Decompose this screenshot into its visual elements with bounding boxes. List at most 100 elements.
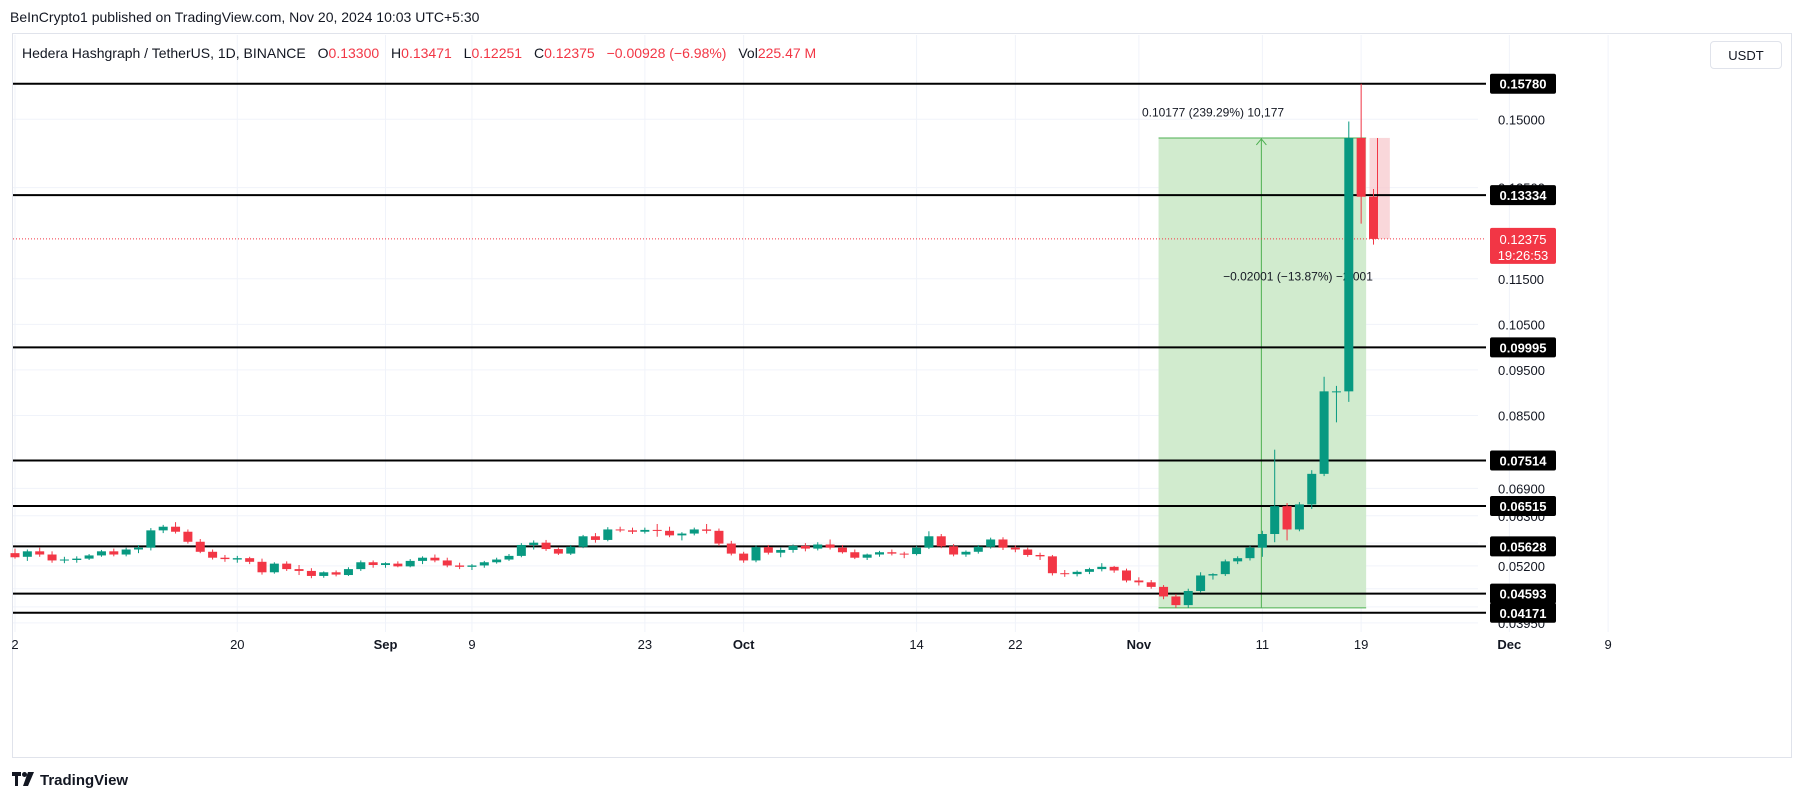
level-badge <box>1490 536 1556 557</box>
candle-body <box>813 544 823 549</box>
candle-up <box>72 556 82 563</box>
candle-up <box>875 550 884 557</box>
candle-body <box>282 563 292 570</box>
candle-body <box>1109 566 1119 571</box>
candle-body <box>47 554 57 561</box>
candle-body <box>1023 549 1033 555</box>
candle-down <box>208 549 218 560</box>
candle-body <box>924 536 934 548</box>
candle-body <box>319 572 329 576</box>
open-label: O <box>317 45 329 61</box>
candle-up <box>381 562 390 568</box>
candle-down <box>35 547 45 557</box>
candle-down <box>615 526 625 533</box>
candle-body <box>875 552 884 555</box>
x-tick-label: 9 <box>468 637 475 652</box>
candle-up <box>776 547 786 558</box>
candle-down <box>183 529 193 544</box>
candle-body <box>529 542 539 545</box>
candle-down <box>1159 585 1169 600</box>
ohlc-legend: Hedera Hashgraph / TetherUS, 1D, BINANCE… <box>22 45 816 61</box>
candle-body <box>22 551 32 557</box>
candle-body <box>1331 391 1341 393</box>
candle-body <box>726 543 736 554</box>
candle-down <box>726 540 736 556</box>
level-badge <box>1490 73 1556 94</box>
candle-down <box>1010 545 1020 553</box>
candle-up <box>319 571 329 578</box>
candle-body <box>220 557 230 560</box>
candle-down <box>368 560 378 568</box>
candle-down <box>282 561 292 571</box>
level-badge <box>1490 602 1556 623</box>
candle-body <box>1097 566 1107 570</box>
candle-body <box>1134 580 1144 583</box>
level-badge-label: 0.05628 <box>1500 539 1547 554</box>
candle-down <box>590 533 600 543</box>
candle-up <box>158 524 168 534</box>
price-axis: 0.150000.135000.115000.105000.095000.085… <box>1490 73 1556 631</box>
candle-body <box>257 561 267 573</box>
candle-up <box>1072 570 1082 577</box>
candle-up <box>912 545 922 556</box>
candle-body <box>998 539 1008 548</box>
candle-up <box>1097 563 1107 572</box>
candle-down <box>714 528 724 546</box>
candle-body <box>430 557 440 561</box>
candle-body <box>887 552 897 554</box>
candle-up <box>1084 567 1094 575</box>
grid-layer <box>13 35 1609 632</box>
candle-body <box>356 562 366 570</box>
candle-body <box>628 530 637 532</box>
candle-up <box>121 547 131 557</box>
candle-down <box>702 523 712 534</box>
candle-body <box>949 546 959 555</box>
candle-body <box>763 547 773 553</box>
candle-up <box>1344 121 1354 402</box>
y-tick-label: 0.09500 <box>1498 363 1545 378</box>
candle-body <box>331 572 341 575</box>
candle-body <box>800 545 810 549</box>
candle-up <box>578 534 588 549</box>
volume-value: 225.47 M <box>757 45 817 61</box>
candle-body <box>961 551 971 555</box>
candle-body <box>405 560 415 567</box>
candle-body <box>1319 391 1329 474</box>
candle-up <box>689 527 699 536</box>
candle-body <box>615 529 625 531</box>
candle-down <box>294 565 304 576</box>
candle-body <box>195 541 205 552</box>
candle-up <box>1208 573 1218 580</box>
candle-down <box>850 549 860 560</box>
candle-body <box>566 546 576 554</box>
candle-body <box>72 558 82 560</box>
candle-body <box>109 551 119 555</box>
currency-button[interactable]: USDT <box>1710 41 1782 69</box>
candle-up <box>343 567 353 576</box>
candle-down <box>442 557 452 568</box>
footer-brand[interactable]: TradingView <box>12 772 128 789</box>
level-badge-label: 0.13334 <box>1500 188 1548 203</box>
candle-body <box>368 562 378 566</box>
candle-down <box>331 570 341 577</box>
candle-down <box>1369 188 1378 245</box>
candle-up <box>529 540 539 550</box>
symbol-label[interactable]: Hedera Hashgraph / TetherUS, 1D, BINANCE <box>22 45 306 61</box>
level-badge <box>1490 337 1556 358</box>
candle-body <box>504 555 514 560</box>
candle-body <box>652 529 662 531</box>
candle-body <box>776 549 786 553</box>
candle-down <box>1282 503 1292 541</box>
candle-up <box>924 531 934 550</box>
candle-body <box>492 559 502 563</box>
x-tick-label: Oct <box>733 637 755 652</box>
level-lines <box>13 82 1486 614</box>
candle-body <box>1196 575 1206 591</box>
candle-body <box>516 544 526 556</box>
candle-up <box>566 544 576 555</box>
candle-body <box>1146 582 1156 587</box>
candle-down <box>998 537 1008 550</box>
candle-body <box>541 542 551 550</box>
price-chart[interactable]: 0.10177 (239.29%) 10,177 −0.02001 (−13.87… <box>0 0 1804 770</box>
candle-down <box>455 562 465 570</box>
